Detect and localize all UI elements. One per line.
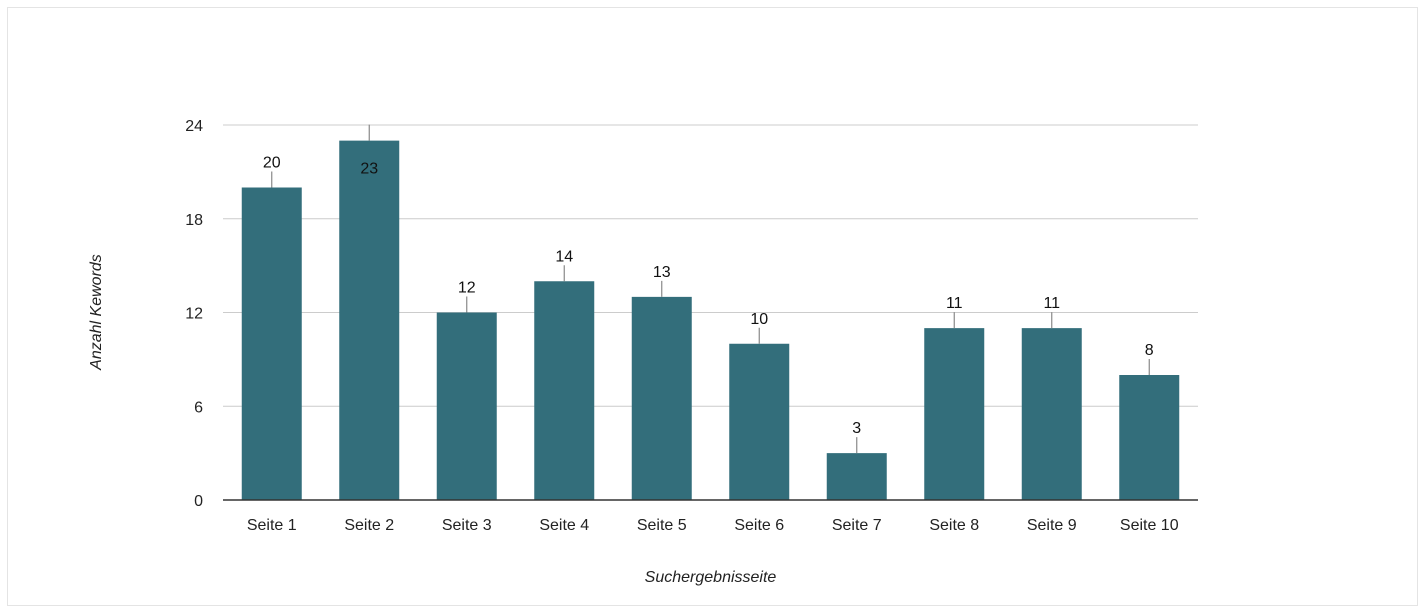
y-tick-label: 6 [194,399,203,416]
y-tick-label: 18 [185,212,203,229]
data-label: 20 [263,155,281,172]
data-label: 11 [946,295,963,312]
bar [1021,328,1082,500]
data-label: 13 [653,264,671,281]
x-tick-label: Seite 5 [637,517,687,534]
bar [436,312,497,500]
y-axis-title: Anzahl Kewords [88,254,105,371]
bar [631,296,692,500]
bar [241,187,302,500]
x-axis-title: Suchergebnisseite [645,569,777,586]
x-tick-label: Seite 3 [442,517,492,534]
x-tick-label: Seite 1 [247,517,297,534]
label-leaders [271,124,1150,454]
x-axis-ticks: Seite 1 Seite 2 Seite 3 Seite 4 Seite 5 Seite… [247,517,1179,534]
y-tick-label: 12 [185,306,203,323]
bar [534,281,595,500]
bar [1119,375,1180,500]
y-tick-label: 24 [185,118,203,135]
bar [826,453,887,500]
data-label: 11 [1043,295,1060,312]
data-labels: 20 23 12 14 13 10 3 11 11 8 [263,155,1154,438]
x-tick-label: Seite 9 [1027,517,1077,534]
bar [339,140,400,500]
x-tick-label: Seite 7 [832,517,882,534]
data-label: 23 [360,161,378,178]
y-axis-ticks: 0 6 12 18 24 [185,118,203,510]
x-tick-label: Seite 8 [929,517,979,534]
data-label: 3 [852,420,861,437]
bars [241,140,1180,500]
data-label: 10 [750,311,768,328]
data-label: 8 [1145,342,1154,359]
bar [729,343,790,500]
x-tick-label: Seite 2 [344,517,394,534]
data-label: 12 [458,280,476,297]
x-tick-label: Seite 6 [734,517,784,534]
bar [924,328,985,500]
x-tick-label: Seite 4 [539,517,589,534]
data-label: 14 [555,248,573,265]
y-tick-label: 0 [194,493,203,510]
x-tick-label: Seite 10 [1120,517,1179,534]
